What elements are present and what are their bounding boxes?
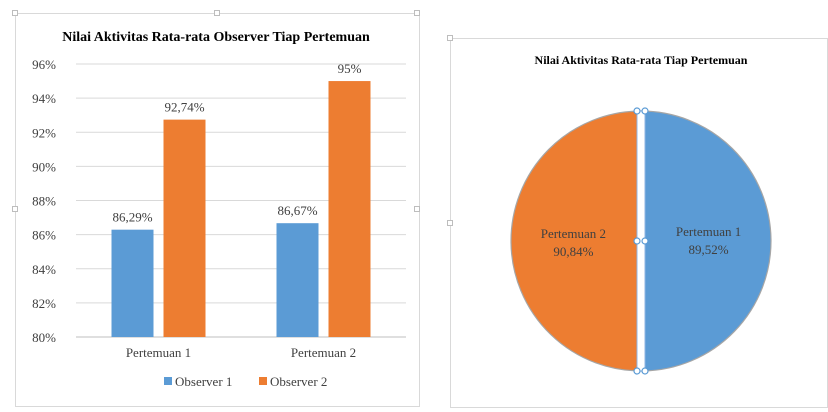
selection-handle (641, 107, 649, 115)
y-tick-label: 88% (32, 194, 56, 209)
chart-title: Nilai Aktivitas Rata-rata Observer Tiap … (62, 30, 370, 45)
bar-chart-panel[interactable]: Nilai Aktivitas Rata-rata Observer Tiap … (15, 13, 420, 407)
x-tick-label: Pertemuan 1 (126, 345, 191, 360)
legend-label: Observer 2 (270, 374, 327, 389)
selection-handle (633, 367, 641, 375)
data-label: 92,74% (164, 100, 204, 115)
slice-value-label: 90,84% (553, 244, 593, 259)
y-tick-label: 94% (32, 91, 56, 106)
y-tick-label: 86% (32, 228, 56, 243)
data-label: 95% (338, 61, 362, 76)
bar-observer-2 (163, 119, 206, 337)
resize-handle-left[interactable] (447, 220, 453, 226)
slice-name-label: Pertemuan 2 (541, 226, 606, 241)
slice-name-label: Pertemuan 1 (676, 224, 741, 239)
chart-title: Nilai Aktivitas Rata-rata Tiap Pertemuan (535, 53, 748, 67)
selection-handle (641, 237, 649, 245)
resize-handle-top-left[interactable] (447, 35, 453, 41)
y-tick-label: 92% (32, 125, 56, 140)
y-tick-label: 82% (32, 296, 56, 311)
pie-chart: Nilai Aktivitas Rata-rata Tiap Pertemuan… (510, 53, 772, 375)
legend-label: Observer 1 (175, 374, 232, 389)
resize-handle-top-right[interactable] (414, 10, 420, 16)
slice-value-label: 89,52% (689, 242, 729, 257)
y-tick-label: 80% (32, 330, 56, 345)
resize-handle-top[interactable] (214, 10, 220, 16)
x-tick-label: Pertemuan 2 (291, 345, 356, 360)
bar-observer-1 (276, 223, 319, 337)
y-tick-label: 96% (32, 57, 56, 72)
resize-handle-right[interactable] (414, 206, 420, 212)
resize-handle-top-left[interactable] (12, 10, 18, 16)
pie-slice-pertemuan-2 (510, 110, 645, 372)
selection-handle (641, 367, 649, 375)
legend-swatch (259, 377, 267, 385)
bar-observer-2 (328, 81, 371, 337)
pie-chart-panel[interactable]: Nilai Aktivitas Rata-rata Tiap Pertemuan… (450, 38, 828, 408)
selection-handle (633, 237, 641, 245)
selection-handle (633, 107, 641, 115)
pie-slice-pertemuan-1 (640, 110, 772, 372)
data-label: 86,67% (277, 203, 317, 218)
data-label: 86,29% (112, 210, 152, 225)
y-tick-label: 84% (32, 262, 56, 277)
bar-observer-1 (111, 229, 154, 337)
legend-swatch (164, 377, 172, 385)
y-tick-label: 90% (32, 159, 56, 174)
bar-chart: Nilai Aktivitas Rata-rata Observer Tiap … (32, 30, 406, 389)
resize-handle-left[interactable] (12, 206, 18, 212)
